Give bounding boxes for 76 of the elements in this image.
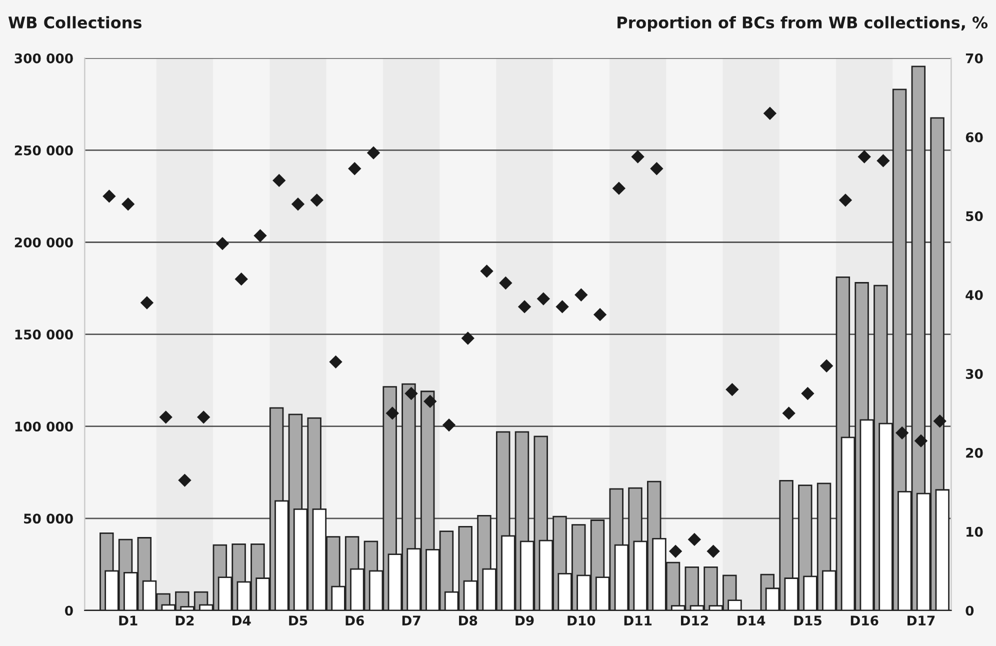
y2-tick-label: 70	[966, 53, 983, 64]
x-tick-label: D12	[680, 616, 708, 626]
point	[442, 418, 456, 432]
x-tick-label: D8	[459, 616, 478, 626]
point	[234, 272, 248, 286]
y2-tick-label: 20	[966, 448, 983, 458]
y2-tick-label: 60	[966, 132, 983, 142]
point	[726, 382, 739, 396]
point	[178, 474, 192, 487]
point	[536, 292, 550, 306]
y-tick-label: 150 000	[15, 330, 73, 340]
point	[348, 162, 362, 176]
point	[480, 264, 494, 278]
y2-tick-label: 40	[966, 290, 983, 300]
point	[858, 150, 871, 164]
point	[574, 288, 588, 302]
point	[102, 190, 116, 203]
y-axis-title: WB Collections	[8, 16, 142, 29]
point	[688, 532, 702, 546]
point	[876, 154, 890, 168]
x-tick-label: D9	[516, 616, 534, 626]
point	[366, 146, 380, 160]
x-tick-label: D1	[119, 616, 138, 626]
point	[121, 198, 135, 211]
point	[424, 394, 437, 408]
x-tick-label: D15	[794, 616, 822, 626]
x-tick-label: D7	[402, 616, 420, 626]
point	[650, 162, 664, 176]
y-tick-label: 300 000	[14, 53, 73, 64]
point	[272, 174, 286, 188]
point	[310, 194, 324, 207]
y2-tick-label: 0	[966, 606, 974, 616]
y2-axis-title: Proportion of BCs from WB collections, %	[618, 16, 988, 32]
point	[140, 296, 154, 310]
x-tick-label: D5	[289, 616, 308, 626]
point	[782, 406, 796, 420]
x-tick-label: D4	[232, 616, 251, 626]
y-tick-label: 50 000	[24, 514, 73, 524]
y-tick-label: 100 000	[15, 422, 73, 432]
x-tick-label: D14	[738, 616, 766, 626]
point	[933, 414, 946, 428]
point	[801, 386, 814, 400]
x-tick-label: D16	[850, 616, 878, 626]
x-tick-label: D17	[908, 616, 935, 626]
point	[668, 544, 682, 558]
point	[631, 150, 644, 164]
point	[159, 410, 172, 424]
y-tick-label: 250 000	[14, 145, 73, 156]
point	[820, 359, 834, 372]
y-tick-label: 0	[65, 606, 73, 616]
y2-tick-label: 30	[966, 368, 983, 379]
point	[556, 300, 569, 314]
point	[706, 544, 720, 558]
point	[329, 355, 342, 369]
point	[254, 229, 267, 242]
x-tick-label: D10	[568, 616, 596, 626]
point	[216, 236, 230, 250]
point	[763, 106, 777, 120]
x-tick-label: D11	[624, 616, 652, 626]
point	[838, 194, 852, 207]
x-tick-label: D6	[346, 616, 364, 626]
y2-tick-label: 50	[966, 211, 983, 222]
point	[404, 386, 418, 400]
point	[291, 198, 305, 211]
point	[461, 332, 474, 345]
point	[593, 308, 607, 322]
point	[499, 276, 512, 290]
y2-tick-label: 10	[966, 526, 983, 537]
point	[612, 182, 626, 195]
point	[914, 434, 928, 448]
point	[197, 410, 210, 424]
point	[896, 426, 909, 440]
y-tick-label: 200 000	[14, 237, 73, 248]
point	[386, 406, 399, 420]
point	[518, 300, 532, 314]
x-tick-label: D2	[176, 616, 194, 626]
